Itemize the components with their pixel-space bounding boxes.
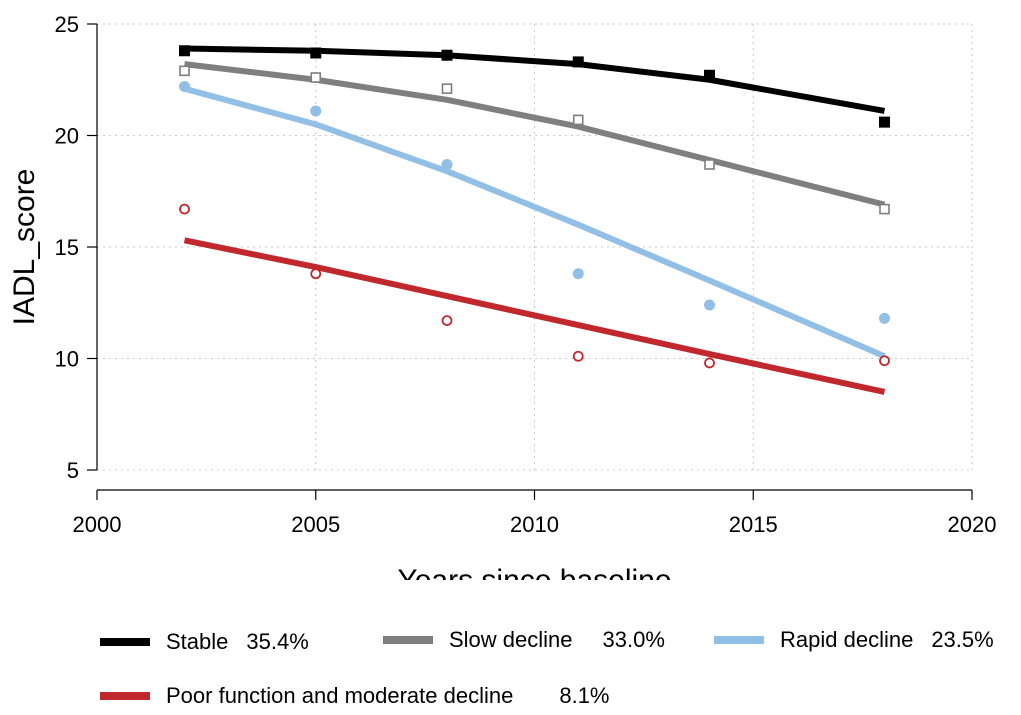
legend-label-slow-decline: Slow decline <box>449 627 573 652</box>
legend-label-poor-function: Poor function and moderate decline <box>166 683 514 708</box>
fitted-line-rapid-decline <box>183 85 886 360</box>
marker-slow-decline-2018 <box>879 203 890 215</box>
y-tick-label-10: 10 <box>55 347 79 372</box>
x-axis-title: Years since baseline <box>397 564 671 580</box>
y-axis-title: IADL_score <box>8 169 41 326</box>
fitted-line-poor-function-and-moderate-decline <box>183 237 886 395</box>
legend-share-rapid-decline: 23.5% <box>931 627 994 652</box>
marker-stable-2011 <box>572 56 584 68</box>
axes <box>87 23 973 500</box>
fitted-line-stable <box>184 45 886 114</box>
legend-share-poor-function: 8.1% <box>559 683 610 708</box>
legend-label-rapid-decline: Rapid decline <box>780 627 914 652</box>
iadl-trajectory-chart: 5 10 15 20 25 2000 2005 2010 2015 2020 Years since… <box>8 12 996 580</box>
legend-share-stable: 35.4% <box>246 629 309 654</box>
legend-swatch-slow-decline <box>383 636 433 644</box>
fitted-line-slow-decline <box>184 61 886 208</box>
legend-swatch-stable <box>100 638 150 646</box>
marker-rapid-decline-2014 <box>704 299 715 311</box>
marker-stable-2002 <box>179 45 190 57</box>
marker-slow-decline-2008 <box>441 83 453 94</box>
observed-markers <box>179 45 890 369</box>
legend-item-slow-decline: Slow decline 33.0% <box>383 627 665 653</box>
marker-poor-function-and-moderate-decline-2014 <box>704 357 715 369</box>
x-tick-label-2020: 2020 <box>948 512 997 537</box>
legend-swatch-rapid-decline <box>714 636 764 644</box>
x-tick-label-2010: 2010 <box>510 512 559 537</box>
legend-label-stable: Stable <box>166 629 229 654</box>
legend-item-poor-function: Poor function and moderate decline 8.1% <box>100 683 610 709</box>
marker-poor-function-and-moderate-decline-2002 <box>179 203 190 215</box>
y-tick-label-5: 5 <box>67 458 79 483</box>
marker-stable-2014 <box>704 69 715 81</box>
marker-slow-decline-2002 <box>179 65 190 77</box>
y-tick-label-15: 15 <box>55 235 79 260</box>
marker-slow-decline-2014 <box>704 159 715 170</box>
marker-rapid-decline-2005 <box>310 105 322 117</box>
marker-stable-2008 <box>441 49 453 61</box>
x-tick-label-2015: 2015 <box>729 512 778 537</box>
axis-labels: 5 10 15 20 25 2000 2005 2010 2015 2020 Years since… <box>8 12 996 580</box>
marker-rapid-decline-2008 <box>441 158 453 170</box>
legend-item-rapid-decline: Rapid decline 23.5% <box>714 627 994 653</box>
fitted-lines <box>183 45 886 395</box>
marker-slow-decline-2005 <box>310 72 322 83</box>
legend-item-stable: Stable 35.4% <box>100 629 309 655</box>
marker-rapid-decline-2002 <box>179 80 190 92</box>
marker-poor-function-and-moderate-decline-2018 <box>879 355 890 367</box>
marker-stable-2018 <box>879 116 890 128</box>
marker-poor-function-and-moderate-decline-2008 <box>441 315 453 326</box>
x-tick-label-2000: 2000 <box>73 512 122 537</box>
legend-share-slow-decline: 33.0% <box>602 627 665 652</box>
marker-rapid-decline-2011 <box>572 268 584 280</box>
marker-poor-function-and-moderate-decline-2005 <box>310 268 322 280</box>
marker-poor-function-and-moderate-decline-2011 <box>572 350 584 362</box>
x-tick-label-2005: 2005 <box>291 512 340 537</box>
legend-swatch-poor-function <box>100 692 150 700</box>
marker-stable-2005 <box>310 47 322 59</box>
marker-slow-decline-2011 <box>572 114 584 126</box>
y-tick-label-20: 20 <box>55 124 79 149</box>
y-tick-label-25: 25 <box>55 12 79 37</box>
marker-rapid-decline-2018 <box>879 312 890 324</box>
grid <box>97 23 973 471</box>
